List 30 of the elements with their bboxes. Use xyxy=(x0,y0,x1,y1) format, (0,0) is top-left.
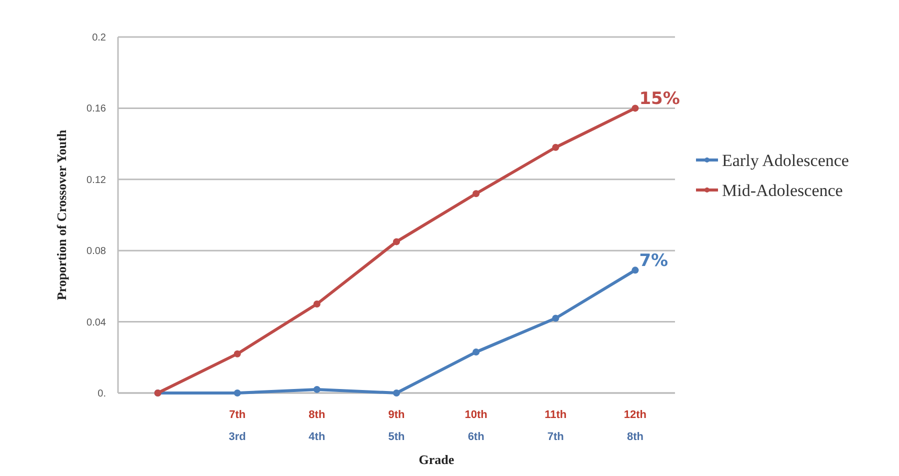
x-axis-title: Grade xyxy=(418,452,454,467)
y-axis-title: Proportion of Crossover Youth xyxy=(54,129,69,300)
y-tick-label: 0. xyxy=(98,388,106,400)
annotation: 7% xyxy=(639,251,668,272)
y-tick-label: 0.16 xyxy=(86,104,106,115)
y-tick-label: 0.2 xyxy=(92,32,106,44)
point xyxy=(313,300,320,308)
point xyxy=(472,348,480,356)
point xyxy=(552,144,560,151)
y-tick-label: 0.04 xyxy=(86,317,106,328)
point xyxy=(472,190,480,198)
x-tick-label: 7th 3rd xyxy=(228,409,246,443)
point xyxy=(393,390,400,396)
x-tick-label: 8th 4th xyxy=(308,409,326,443)
point xyxy=(552,314,560,322)
point xyxy=(632,266,639,274)
x-tick-label: 10th 6th xyxy=(464,409,488,443)
y-tick-label: 0.08 xyxy=(86,246,106,258)
point xyxy=(234,350,241,358)
legend-label: Early Adolescence xyxy=(722,150,849,170)
point xyxy=(234,390,241,396)
annotation: 15% xyxy=(639,89,680,110)
point xyxy=(313,386,320,393)
point xyxy=(393,238,400,246)
x-tick-label: 9th 5th xyxy=(388,409,406,443)
point xyxy=(632,104,639,112)
x-tick-label: 11th 7th xyxy=(544,409,567,443)
x-tick-label: 12th 8th xyxy=(624,409,647,443)
legend-label: Mid-Adolescence xyxy=(722,180,843,200)
y-tick-label: 0.12 xyxy=(86,174,106,186)
